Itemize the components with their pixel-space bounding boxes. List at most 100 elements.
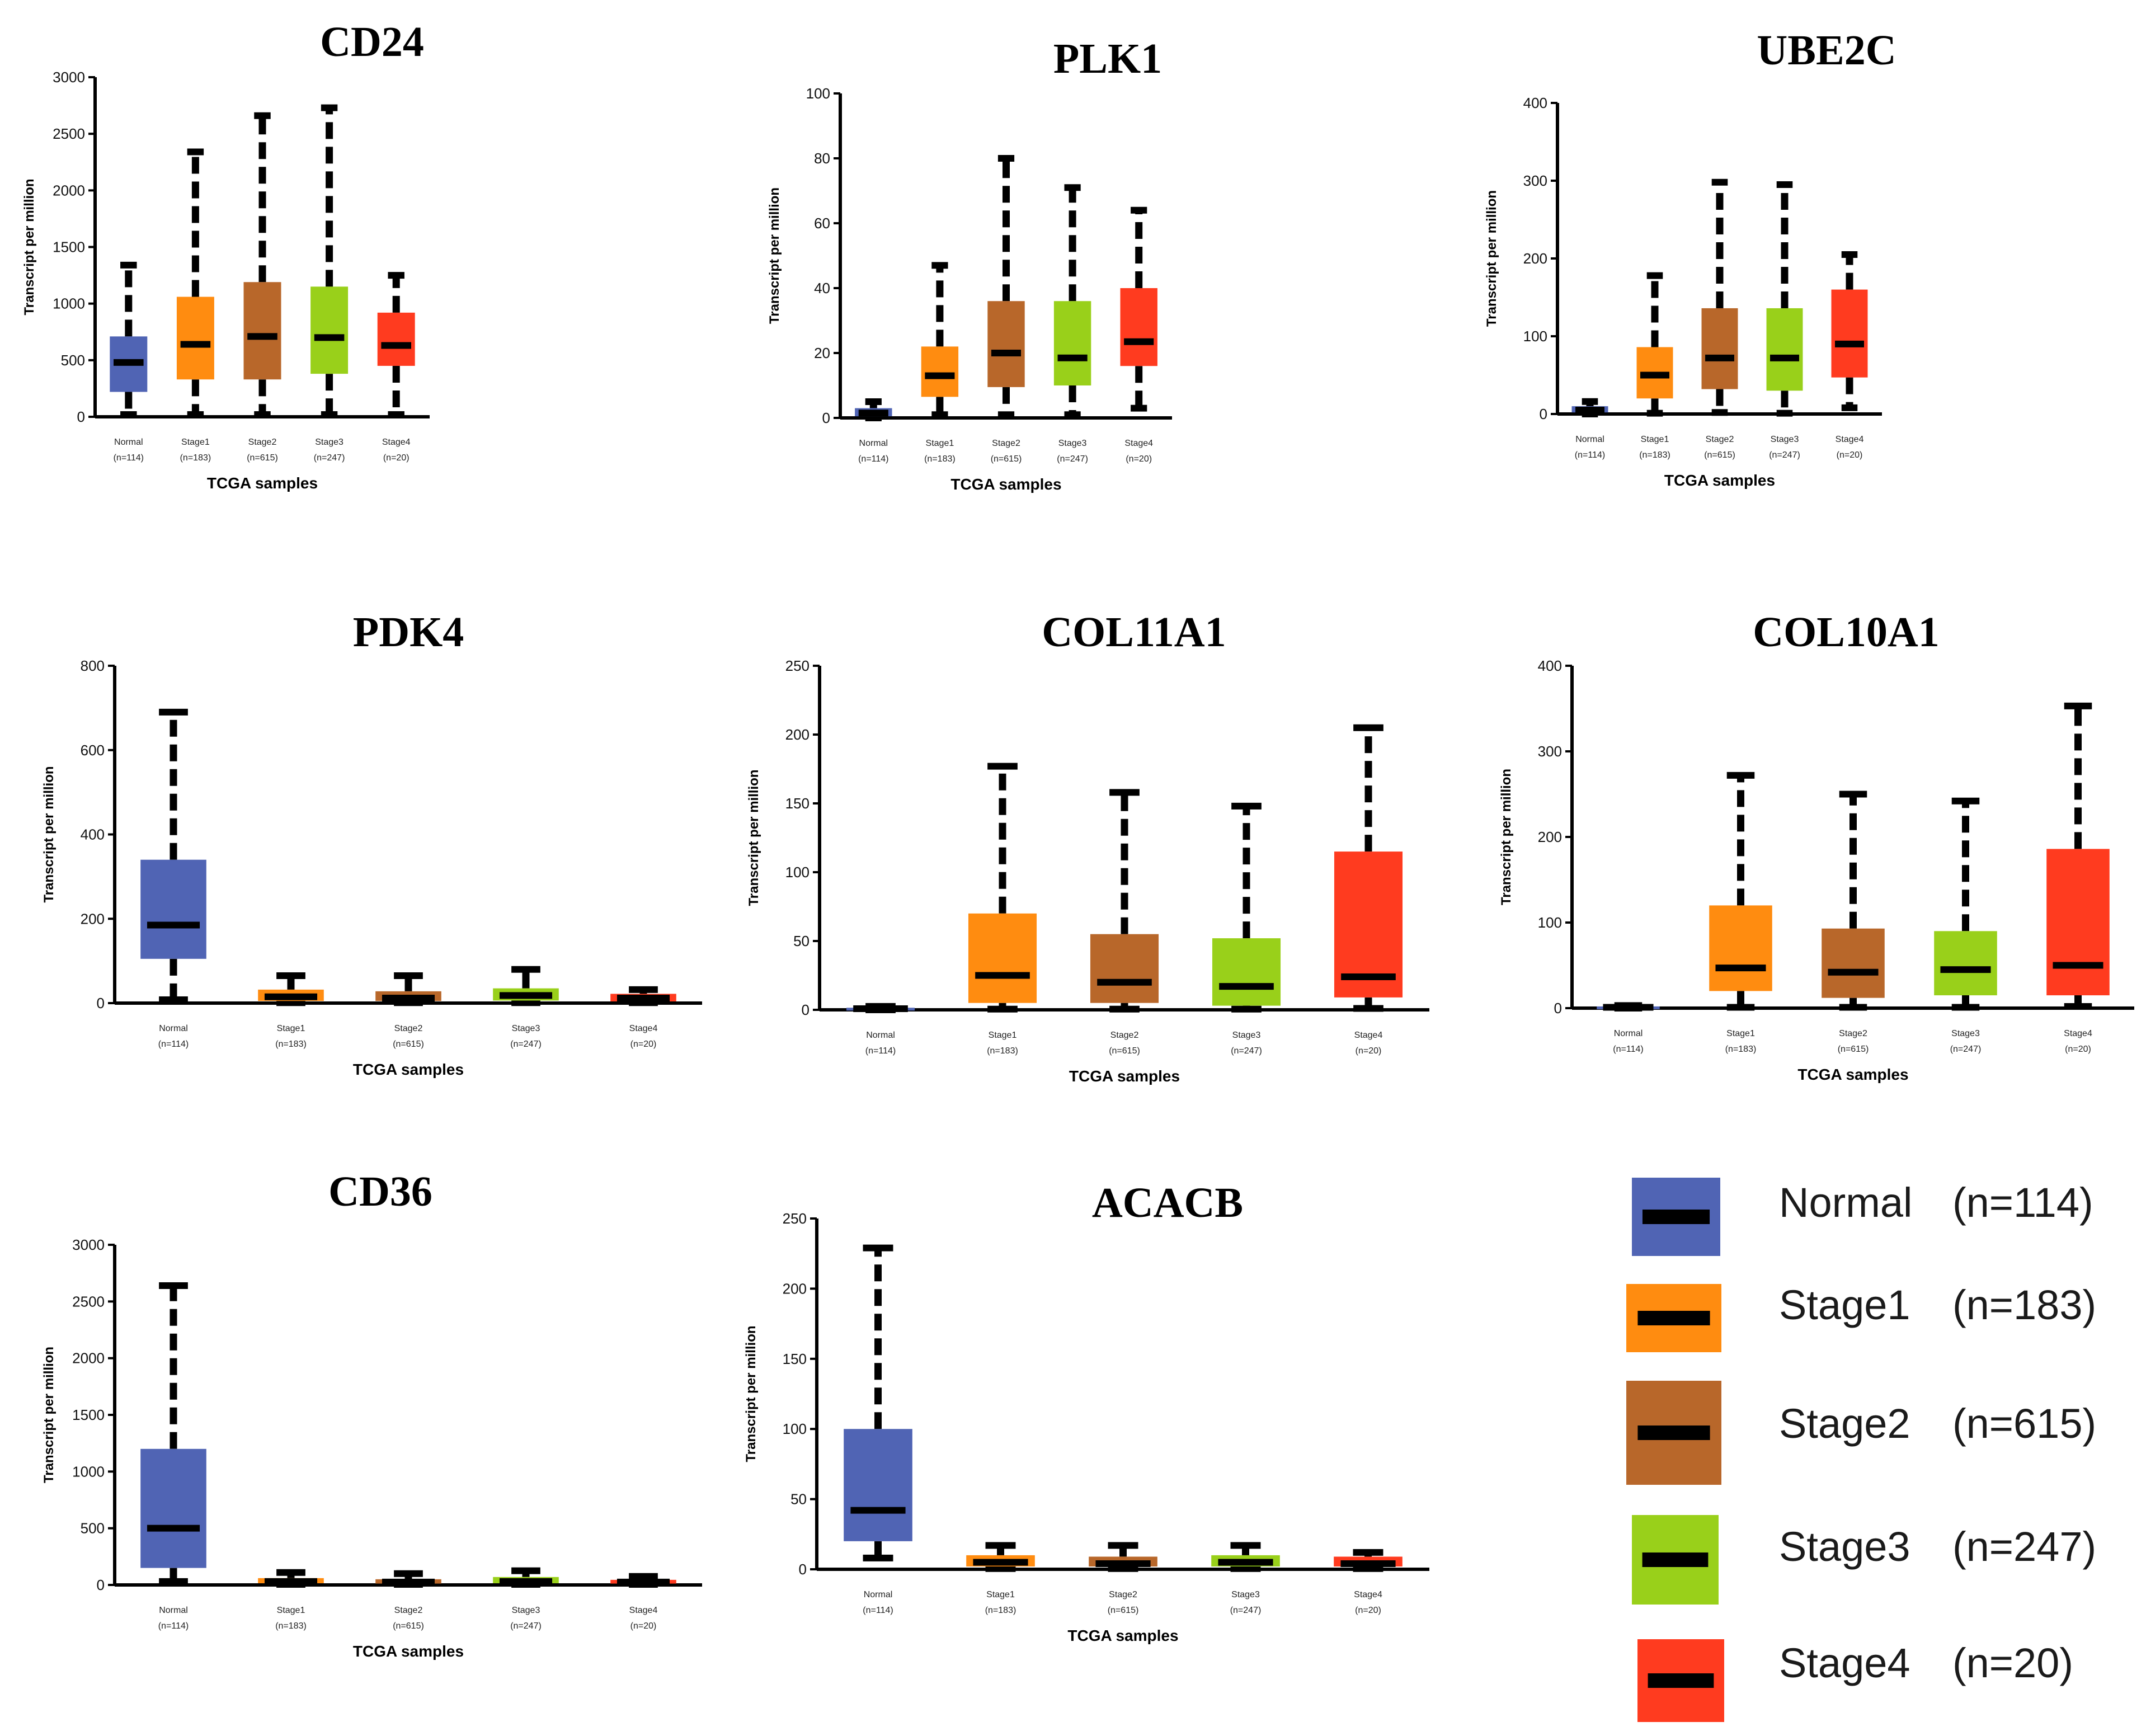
box-iqr	[176, 297, 214, 380]
x-category-label: Stage4	[1124, 439, 1153, 448]
x-category-count: (n=183)	[1639, 450, 1670, 460]
x-category-label: Stage1	[986, 1590, 1015, 1599]
x-category-count: (n=183)	[180, 453, 211, 463]
x-category-label: Stage1	[926, 439, 954, 448]
x-category-count: (n=20)	[630, 1621, 657, 1631]
y-axis-label: Transcript per million	[41, 766, 57, 902]
x-category-label: Stage4	[629, 1606, 658, 1615]
box-iqr	[377, 312, 415, 366]
x-category-count: (n=114)	[114, 453, 144, 463]
y-tick-label: 2000	[72, 1350, 105, 1367]
chart-panel-acacb: ACACB 0 50 100 150 200 250 Transcript per milli…	[743, 1179, 1429, 1644]
y-tick-label: 0	[97, 1577, 105, 1593]
box-normal	[140, 708, 206, 1003]
box-stage3	[1934, 797, 1997, 1011]
x-category-count: (n=20)	[1356, 1046, 1382, 1056]
y-tick-label: 60	[814, 215, 830, 232]
y-tick-label: 200	[785, 726, 810, 743]
x-category-label: Normal	[866, 1031, 895, 1040]
y-tick-label: 2000	[53, 182, 85, 199]
y-tick-label: 100	[783, 1420, 807, 1437]
box-stage4	[1334, 1549, 1403, 1572]
y-tick-label: 500	[61, 352, 85, 369]
box-stage2	[1090, 789, 1159, 1013]
box-iqr	[140, 1448, 206, 1568]
box-normal	[1597, 1002, 1660, 1012]
legend-label: Stage1	[1779, 1282, 1910, 1328]
box-stage3	[1211, 1542, 1280, 1572]
x-category-label: Stage3	[512, 1606, 540, 1615]
legend-count: (n=247)	[1952, 1523, 2096, 1570]
box-iqr	[921, 346, 959, 397]
chart-title: CD36	[328, 1168, 432, 1215]
x-category-count: (n=114)	[158, 1621, 189, 1631]
x-category-label: Normal	[859, 439, 888, 448]
x-category-count: (n=615)	[247, 453, 278, 463]
box-iqr	[1334, 851, 1403, 998]
x-category-label: Stage1	[277, 1606, 305, 1615]
box-stage4	[1831, 251, 1868, 411]
x-category-label: Stage3	[315, 437, 343, 447]
box-iqr	[243, 282, 281, 380]
box-stage1	[966, 1542, 1035, 1572]
legend-label: Stage3	[1779, 1523, 1910, 1570]
x-category-label: Stage4	[629, 1024, 658, 1033]
box-iqr	[1831, 289, 1868, 378]
x-category-count: (n=247)	[1231, 1046, 1262, 1056]
box-iqr	[1934, 931, 1997, 996]
x-category-count: (n=114)	[858, 454, 888, 464]
y-tick-label: 3000	[53, 69, 85, 86]
x-category-label: Stage1	[181, 437, 210, 447]
x-axis-label: TCGA samples	[950, 476, 1061, 493]
x-category-count: (n=114)	[1575, 450, 1605, 460]
x-category-label: Stage1	[1641, 435, 1669, 444]
chart-title: UBE2C	[1757, 27, 1896, 74]
y-tick-label: 1000	[53, 295, 85, 312]
box-stage2	[1701, 178, 1738, 416]
box-iqr	[1701, 308, 1738, 389]
x-category-label: Stage4	[1836, 435, 1864, 444]
x-category-label: Stage4	[1354, 1031, 1383, 1040]
box-stage3	[493, 1567, 559, 1588]
y-tick-label: 2500	[72, 1293, 105, 1310]
box-stage2	[987, 155, 1025, 418]
box-normal	[844, 1244, 912, 1561]
y-tick-label: 200	[1523, 250, 1547, 267]
y-tick-label: 100	[806, 85, 830, 102]
x-category-count: (n=615)	[991, 454, 1022, 464]
y-tick-label: 1500	[72, 1406, 105, 1423]
x-category-count: (n=183)	[985, 1606, 1016, 1615]
y-tick-label: 0	[802, 1001, 810, 1018]
x-category-label: Normal	[159, 1024, 188, 1033]
x-axis-label: TCGA samples	[353, 1061, 464, 1078]
x-category-count: (n=183)	[987, 1046, 1018, 1056]
box-stage1	[258, 972, 324, 1006]
box-stage4	[377, 272, 415, 418]
x-category-label: Stage2	[248, 437, 277, 447]
box-stage4	[2046, 702, 2110, 1010]
box-iqr	[140, 859, 206, 959]
chart-panel-cd36: CD36 0 500 1000 1500 2000 2500 3000 Transcript p…	[41, 1168, 702, 1660]
box-iqr	[1212, 938, 1281, 1006]
y-axis-label: Transcript per million	[743, 1325, 759, 1462]
box-iqr	[1120, 288, 1157, 366]
legend-count: (n=20)	[1952, 1640, 2073, 1686]
legend-item-stage1: Stage1 (n=183)	[1626, 1282, 2096, 1352]
box-stage1	[968, 763, 1037, 1013]
y-tick-label: 3000	[72, 1236, 105, 1253]
x-category-label: Stage3	[512, 1024, 540, 1033]
y-tick-label: 200	[783, 1280, 807, 1297]
x-axis-label: TCGA samples	[353, 1643, 464, 1660]
y-tick-label: 200	[81, 910, 105, 927]
box-stage2	[375, 1570, 441, 1588]
box-stage3	[493, 966, 559, 1006]
x-category-label: Stage4	[382, 437, 411, 447]
box-iqr	[2046, 849, 2110, 996]
y-tick-label: 80	[814, 150, 830, 167]
x-category-count: (n=114)	[865, 1046, 896, 1056]
x-axis-label: TCGA samples	[1664, 472, 1775, 489]
y-tick-label: 0	[799, 1561, 807, 1578]
box-stage2	[375, 972, 441, 1006]
x-axis-label: TCGA samples	[1797, 1066, 1908, 1083]
